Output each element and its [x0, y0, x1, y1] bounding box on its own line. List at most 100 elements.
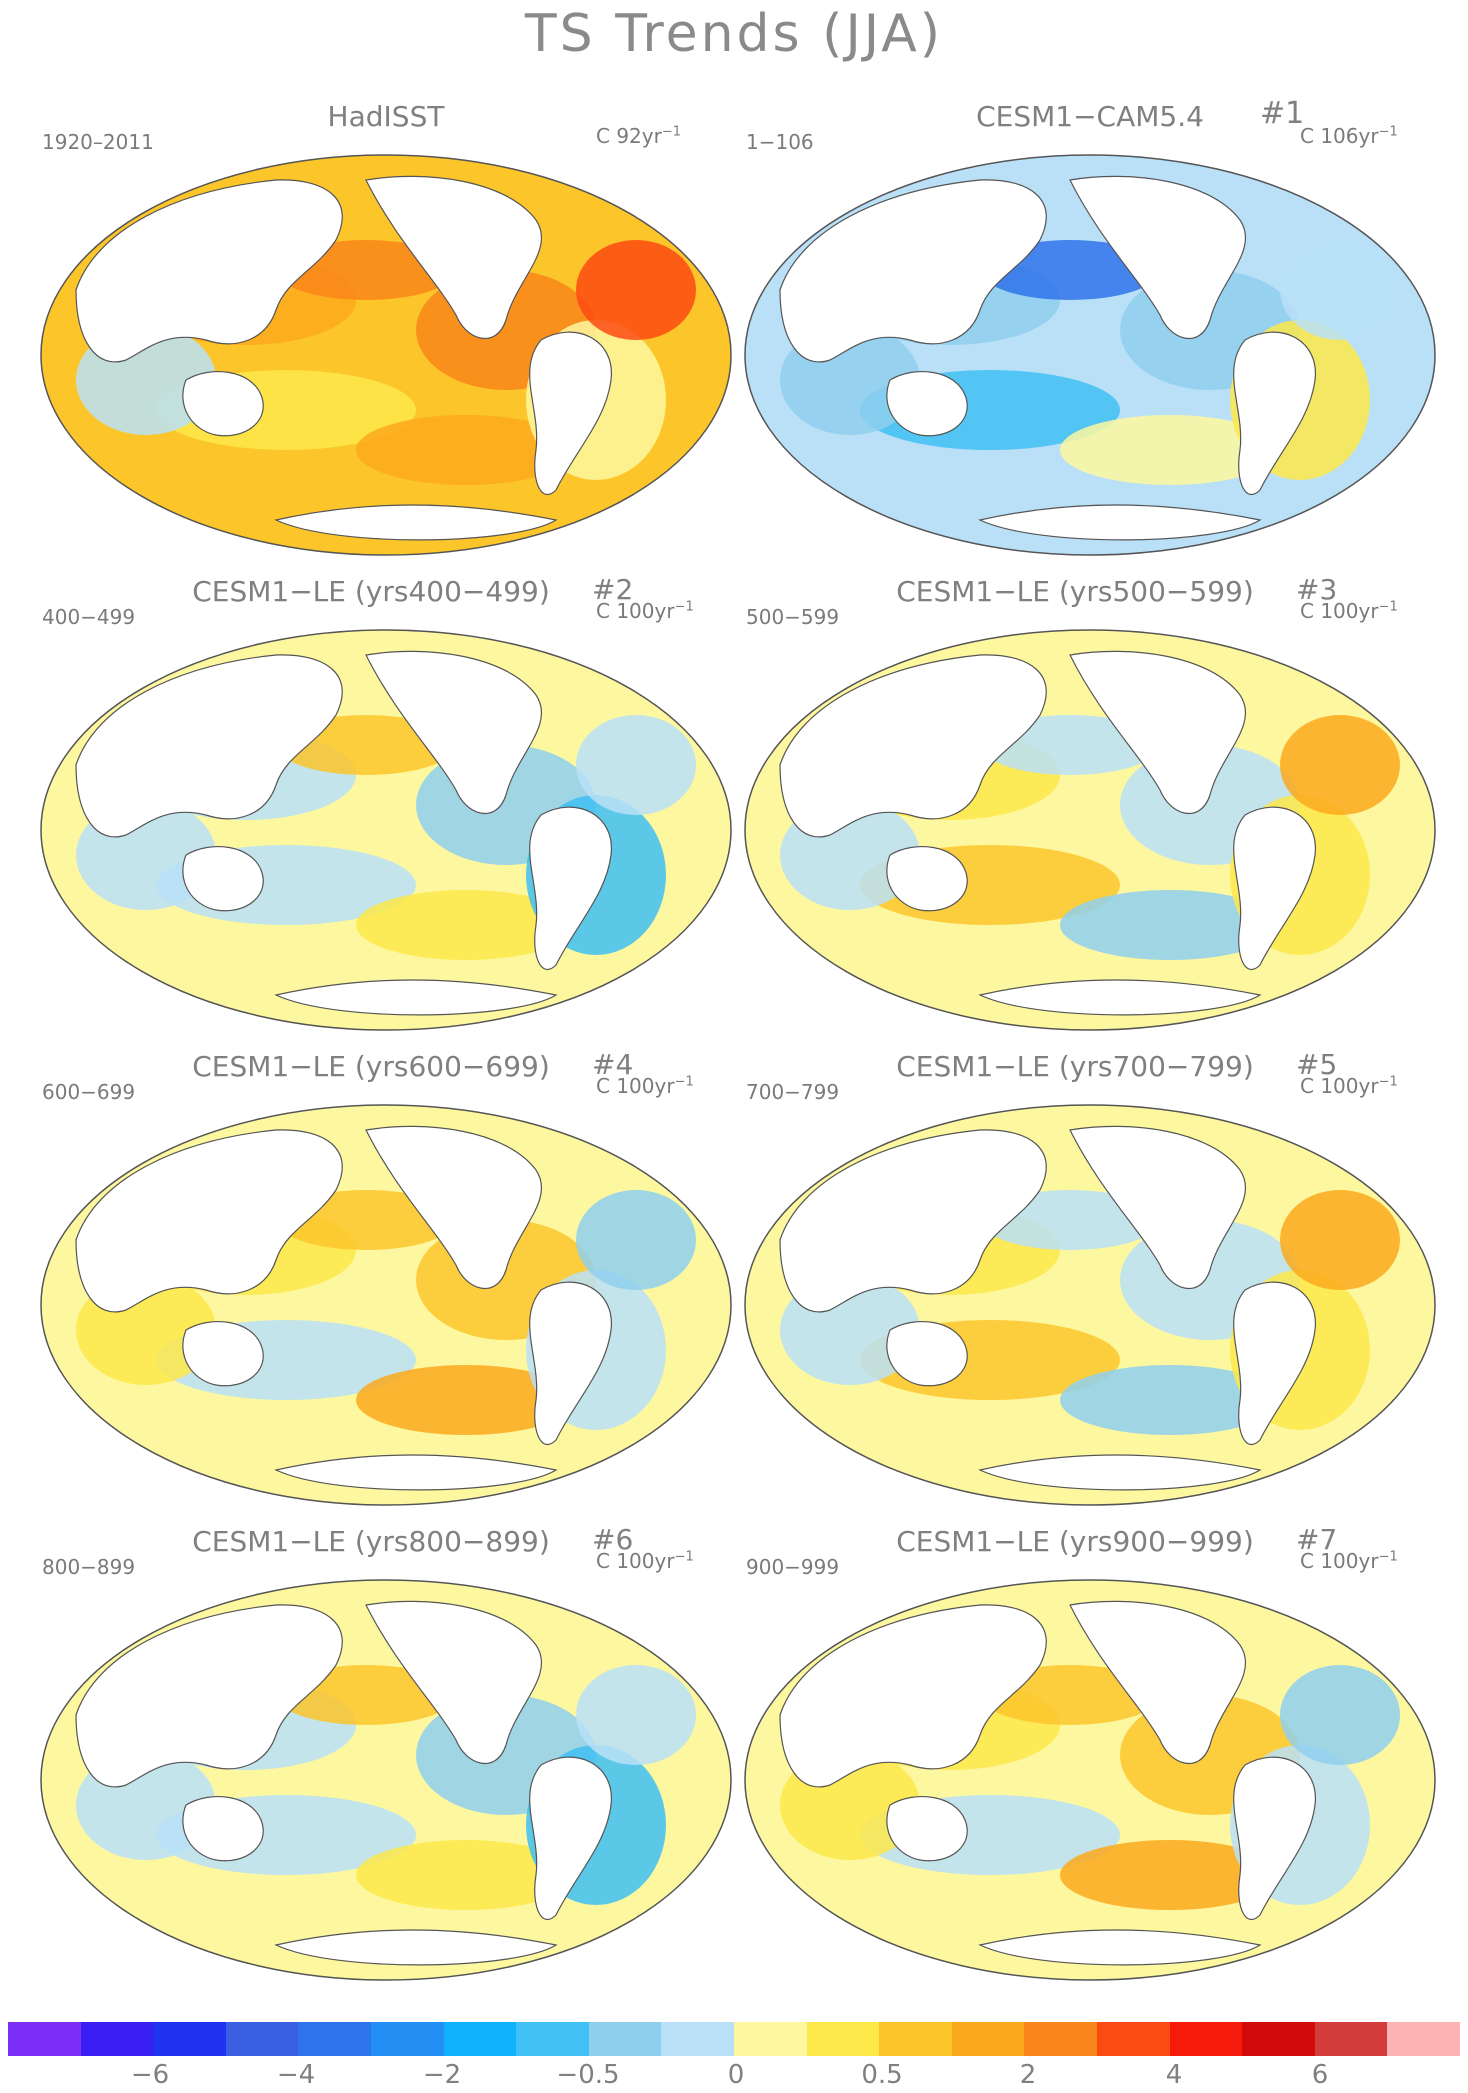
figure-title: TS Trends (JJA) — [524, 4, 944, 64]
continent-outline — [1069, 650, 1247, 814]
continent-outline — [886, 846, 968, 912]
panel-year-range: 600−699 — [42, 1080, 136, 1104]
panel-title: HadISST — [327, 100, 445, 133]
map-border — [744, 1579, 1436, 1981]
world-map — [744, 629, 1436, 1031]
continent-outline — [529, 1756, 612, 1921]
world-map — [744, 154, 1436, 556]
panel-units: C 92yr−1 — [596, 124, 682, 148]
panel-number: #2 — [592, 573, 634, 606]
colorbar-segment — [153, 2022, 227, 2056]
continent-outline — [182, 1321, 264, 1387]
trend-anomaly-region — [356, 1840, 576, 1910]
panel-units: C 100yr−1 — [596, 1549, 694, 1573]
continent-outline — [886, 1796, 968, 1862]
colorbar-tick-label: −2 — [422, 2060, 462, 2090]
colorbar-tick-label: −0.5 — [556, 2060, 620, 2090]
trend-anomaly-region — [356, 1365, 576, 1435]
panel-year-range: 900−999 — [746, 1555, 840, 1579]
colorbar-segment — [588, 2022, 662, 2056]
trend-anomaly-region — [356, 890, 576, 960]
panel-year-range: 700−799 — [746, 1080, 840, 1104]
panel-number: #6 — [592, 1523, 634, 1556]
continent-outline — [886, 1321, 968, 1387]
continent-outline — [1069, 175, 1247, 339]
colorbar-tick-label: 0 — [727, 2060, 745, 2090]
continent-outline — [75, 654, 343, 838]
panel-units: C 100yr−1 — [596, 1074, 694, 1098]
world-map — [40, 1104, 732, 1506]
trend-anomaly-region — [1280, 240, 1400, 340]
colorbar-segment — [1024, 2022, 1098, 2056]
continent-outline — [182, 371, 264, 437]
trend-anomaly-region — [1060, 890, 1280, 960]
panel-title: CESM1−LE (yrs500−599) — [896, 575, 1254, 608]
map-border — [744, 154, 1436, 556]
colorbar-segment — [1314, 2022, 1388, 2056]
continent-outline — [182, 846, 264, 912]
trend-anomaly-region — [576, 715, 696, 815]
continent-outline — [1069, 1600, 1247, 1764]
map-panel: CESM1−LE (yrs400−499) #2 400−499 C 100yr−1 — [36, 573, 736, 1045]
panel-units: C 100yr−1 — [1300, 1074, 1398, 1098]
colorbar-tick-label: 4 — [1165, 2060, 1183, 2090]
panel-title: CESM1−LE (yrs800−899) — [192, 1525, 550, 1558]
colorbar-segment — [8, 2022, 82, 2056]
colorbar-segment — [661, 2022, 735, 2056]
colorbar-tick-label: 2 — [1019, 2060, 1037, 2090]
colorbar-segment — [734, 2022, 808, 2056]
continent-outline — [886, 371, 968, 437]
continent-outline — [365, 650, 543, 814]
continent-outline — [182, 1796, 264, 1862]
map-border — [40, 154, 732, 556]
trend-anomaly-region — [576, 240, 696, 340]
continent-outline — [1233, 806, 1316, 971]
world-map — [744, 1579, 1436, 1981]
panel-title: CESM1−LE (yrs700−799) — [896, 1050, 1254, 1083]
colorbar-segment — [516, 2022, 590, 2056]
continent-outline — [529, 806, 612, 971]
panel-units: C 106yr−1 — [1300, 124, 1398, 148]
colorbar-tick-label: −4 — [276, 2060, 316, 2090]
world-map — [744, 1104, 1436, 1506]
trend-anomaly-region — [576, 1665, 696, 1765]
continent-outline — [1233, 331, 1316, 496]
continent-outline — [75, 179, 343, 363]
panel-title: CESM1−CAM5.4 — [976, 100, 1204, 133]
panel-year-range: 1920–2011 — [42, 130, 154, 154]
map-panel: CESM1−LE (yrs800−899) #6 800−899 C 100yr−1 — [36, 1523, 736, 1995]
panel-units: C 100yr−1 — [596, 599, 694, 623]
panel-units: C 100yr−1 — [1300, 1549, 1398, 1573]
colorbar — [8, 2022, 1461, 2056]
continent-outline — [529, 331, 612, 496]
colorbar-segment — [443, 2022, 517, 2056]
continent-outline — [779, 654, 1047, 838]
continent-outline — [274, 504, 558, 541]
panel-year-range: 500−599 — [746, 605, 840, 629]
trend-anomaly-region — [1280, 715, 1400, 815]
continent-outline — [274, 1454, 558, 1491]
panel-number: #1 — [1260, 96, 1305, 131]
panel-title: CESM1−LE (yrs400−499) — [192, 575, 550, 608]
trend-anomaly-region — [1280, 1190, 1400, 1290]
colorbar-segment — [1242, 2022, 1316, 2056]
continent-outline — [75, 1604, 343, 1788]
map-border — [744, 629, 1436, 1031]
world-map — [40, 1579, 732, 1981]
colorbar-segment — [1387, 2022, 1461, 2056]
panel-number: #3 — [1296, 573, 1338, 606]
continent-outline — [1233, 1281, 1316, 1446]
continent-outline — [978, 1454, 1262, 1491]
panel-title: CESM1−LE (yrs600−699) — [192, 1050, 550, 1083]
continent-outline — [365, 1125, 543, 1289]
colorbar-segment — [879, 2022, 953, 2056]
continent-outline — [274, 1929, 558, 1966]
trend-anomaly-region — [1060, 415, 1280, 485]
trend-anomaly-region — [1060, 1365, 1280, 1435]
continent-outline — [779, 1129, 1047, 1313]
continent-outline — [365, 1600, 543, 1764]
continent-outline — [978, 1929, 1262, 1966]
panel-number: #4 — [592, 1048, 634, 1081]
continent-outline — [365, 175, 543, 339]
map-border — [40, 1104, 732, 1506]
